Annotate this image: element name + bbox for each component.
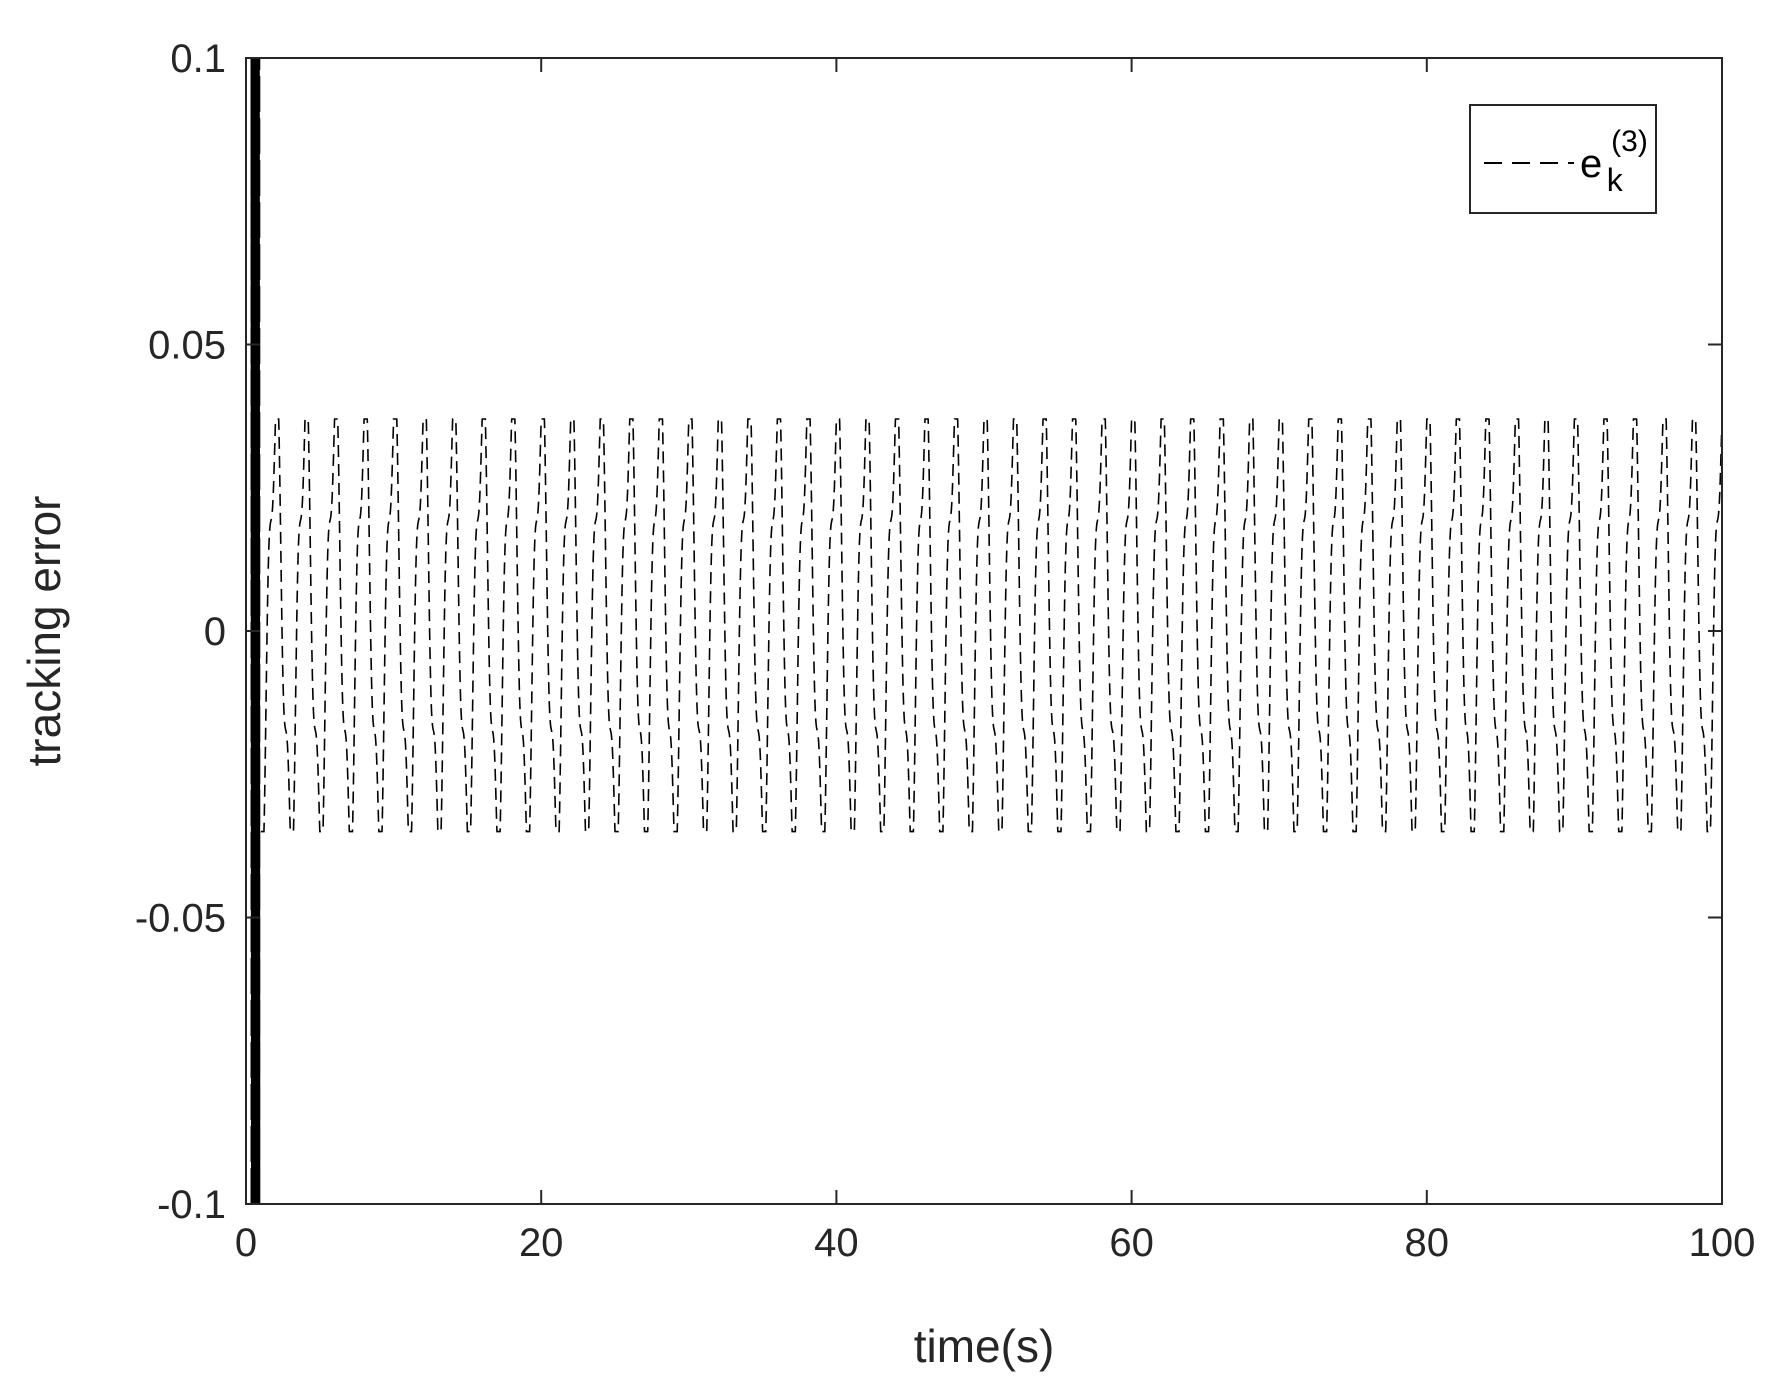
x-tick-label: 20 [519,1221,564,1265]
legend-label-subscript: k [1607,162,1624,198]
ticks-layer: 0 20 40 60 80 100 -0.1 -0.05 0 0.05 0.1 [135,37,1756,1265]
legend-box [1469,104,1657,214]
y-tick-label: 0.05 [148,324,226,368]
y-tick-label: 0.1 [170,37,226,81]
legend-entry-label: e k (3) [1580,125,1648,198]
x-tick-label: 100 [1689,1221,1756,1265]
series-line [260,418,1723,833]
y-tick-label: 0 [204,610,226,654]
legend-label-base: e [1580,142,1602,186]
legend-label-superscript: (3) [1611,125,1648,158]
x-tick-label: 40 [814,1221,859,1265]
y-tick-label: -0.1 [157,1183,226,1227]
x-tick-label: 0 [235,1221,257,1265]
x-tick-label: 80 [1405,1221,1450,1265]
y-axis-title: tracking error [18,496,70,767]
x-tick-label: 60 [1109,1221,1154,1265]
legend: e k (3) [1469,104,1657,214]
x-axis-title: time(s) [914,1320,1055,1372]
y-tick-label: -0.05 [135,897,226,941]
